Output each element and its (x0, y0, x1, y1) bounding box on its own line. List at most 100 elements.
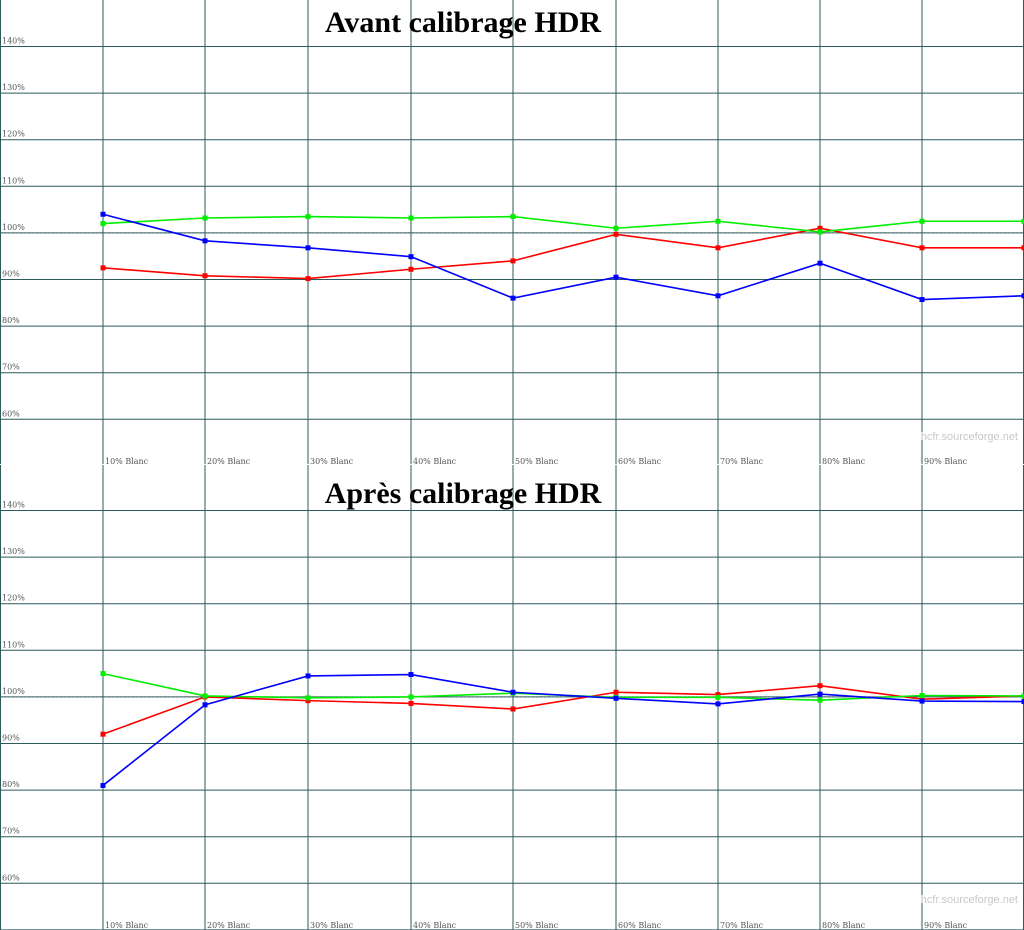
x-tick-label: 50% Blanc (515, 921, 559, 930)
data-point (100, 211, 106, 217)
x-tick-label: 90% Blanc (924, 457, 968, 466)
y-tick-label: 80% (2, 316, 20, 325)
y-tick-label: 90% (2, 734, 20, 743)
data-point (715, 218, 721, 224)
data-point (408, 215, 414, 221)
data-point (1021, 218, 1024, 224)
data-point (1021, 293, 1024, 299)
watermark: hcfr.sourceforge.net (921, 431, 1018, 443)
data-point (613, 695, 619, 701)
y-tick-label: 140% (2, 37, 25, 46)
y-tick-label: 110% (2, 176, 25, 185)
data-point (715, 293, 721, 299)
y-tick-label: 120% (2, 130, 25, 139)
x-tick-label: 80% Blanc (822, 921, 866, 930)
data-point (510, 295, 516, 301)
y-tick-label: 90% (2, 270, 20, 279)
data-point (919, 245, 925, 251)
data-point (510, 689, 516, 695)
data-point (202, 238, 208, 244)
x-tick-label: 70% Blanc (720, 921, 764, 930)
data-point (510, 706, 516, 712)
y-tick-label: 140% (2, 501, 25, 510)
data-point (510, 258, 516, 264)
x-tick-label: 40% Blanc (413, 921, 457, 930)
data-point (613, 225, 619, 231)
data-point (919, 218, 925, 224)
y-tick-label: 100% (2, 223, 25, 232)
data-point (100, 671, 106, 677)
x-tick-label: 90% Blanc (924, 921, 968, 930)
y-tick-label: 130% (2, 83, 25, 92)
y-tick-label: 60% (2, 873, 20, 882)
y-tick-label: 70% (2, 827, 20, 836)
data-point (817, 697, 823, 703)
x-tick-label: 40% Blanc (413, 457, 457, 466)
x-tick-label: 10% Blanc (105, 921, 149, 930)
data-point (408, 266, 414, 272)
data-point (919, 297, 925, 303)
data-point (817, 225, 823, 231)
data-point (100, 221, 106, 227)
data-point (305, 698, 311, 704)
y-tick-label: 100% (2, 687, 25, 696)
data-point (510, 214, 516, 220)
data-point (1021, 693, 1024, 699)
x-tick-label: 20% Blanc (207, 921, 251, 930)
data-point (305, 276, 311, 282)
y-tick-label: 110% (2, 640, 25, 649)
chart-title: Après calibrage HDR (325, 477, 602, 510)
x-tick-label: 20% Blanc (207, 457, 251, 466)
series-line (102, 213, 1024, 301)
x-tick-label: 70% Blanc (720, 457, 764, 466)
data-point (305, 695, 311, 701)
data-point (100, 731, 106, 737)
data-point (613, 274, 619, 280)
series-line (102, 227, 1024, 280)
data-point (202, 273, 208, 279)
data-point (817, 260, 823, 266)
x-tick-label: 10% Blanc (105, 457, 149, 466)
data-point (817, 229, 823, 235)
x-tick-label: 50% Blanc (515, 457, 559, 466)
data-point (715, 701, 721, 707)
chart-title: Avant calibrage HDR (325, 6, 601, 39)
data-point (408, 700, 414, 706)
data-point (817, 683, 823, 689)
data-point (100, 782, 106, 788)
data-point (919, 698, 925, 704)
data-point (408, 254, 414, 260)
y-tick-label: 120% (2, 594, 25, 603)
data-point (1021, 245, 1024, 251)
data-point (715, 692, 721, 698)
data-point (715, 245, 721, 251)
data-point (305, 673, 311, 679)
series-line (102, 673, 1024, 787)
y-tick-label: 60% (2, 409, 20, 418)
series-line (102, 672, 1024, 701)
data-point (919, 693, 925, 699)
data-point (202, 693, 208, 699)
y-tick-label: 130% (2, 547, 25, 556)
data-point (715, 694, 721, 700)
x-tick-label: 60% Blanc (618, 457, 662, 466)
data-point (305, 245, 311, 251)
chart-panel-1: 140% 130% 120% 110% 100% 90% 80% 70% 60% 10% Blan… (0, 0, 1024, 466)
series-line (102, 684, 1024, 735)
watermark: hcfr.sourceforge.net (921, 894, 1018, 906)
data-point (817, 691, 823, 697)
y-tick-label: 80% (2, 780, 20, 789)
data-point (408, 672, 414, 678)
data-point (613, 231, 619, 237)
x-tick-label: 30% Blanc (310, 921, 354, 930)
y-tick-label: 70% (2, 363, 20, 372)
x-tick-label: 30% Blanc (310, 457, 354, 466)
data-point (613, 689, 619, 695)
data-point (1021, 699, 1024, 705)
series-line (102, 215, 1024, 233)
x-tick-label: 60% Blanc (618, 921, 662, 930)
data-point (100, 265, 106, 271)
x-tick-label: 80% Blanc (822, 457, 866, 466)
data-point (408, 694, 414, 700)
